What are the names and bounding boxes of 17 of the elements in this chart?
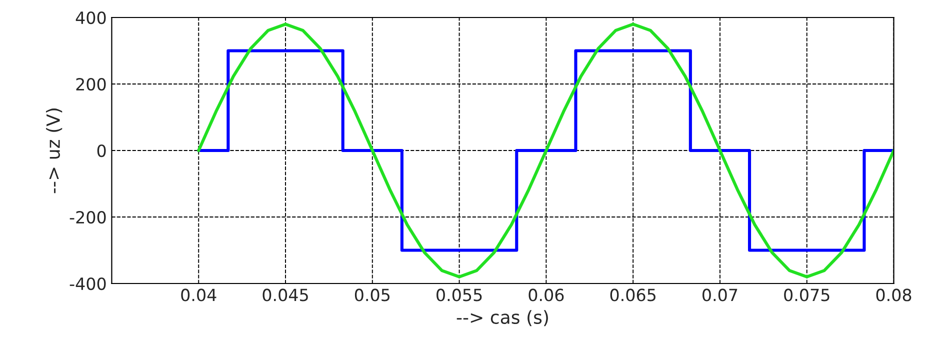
y-axis-title: --> uz (V) (46, 108, 62, 194)
x-axis-title: --> cas (s) (456, 310, 548, 326)
x-tick-label: 0.04 (181, 288, 216, 302)
line-series (197, 22, 894, 278)
y-tick-label: 200 (76, 78, 106, 91)
x-tick-label: 0.05 (354, 288, 390, 302)
x-tick-label: 0.08 (876, 288, 912, 302)
x-tick-label: 0.075 (784, 288, 830, 302)
x-tick-label: 0.065 (610, 288, 656, 302)
x-tick-label: 0.055 (436, 288, 482, 302)
y-tick-label: 400 (76, 11, 106, 24)
y-tick-label: -200 (70, 210, 106, 224)
x-tick-label: 0.07 (702, 288, 738, 302)
x-tick-label: 0.06 (528, 288, 564, 302)
y-tick-label: -400 (70, 277, 106, 290)
y-tick-label: 0 (97, 144, 106, 158)
x-tick-label: 0.045 (262, 288, 308, 302)
